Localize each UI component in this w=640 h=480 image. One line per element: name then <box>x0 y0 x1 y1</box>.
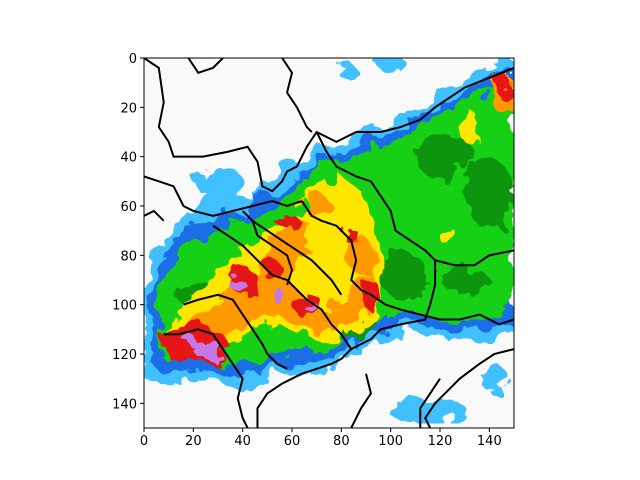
x-axis: 0 20 40 60 80 100 120 140 <box>140 428 502 449</box>
boundary-line <box>144 209 165 222</box>
red-region <box>496 75 512 100</box>
red-region <box>274 213 300 229</box>
x-tick-label: 100 <box>378 434 403 449</box>
red-region <box>262 260 283 280</box>
red-region <box>343 228 359 244</box>
magenta-region <box>185 336 201 347</box>
y-tick-label: 40 <box>120 151 137 166</box>
light-blue-region <box>336 62 357 78</box>
y-tick-label: 20 <box>120 101 137 116</box>
y-tick-label: 80 <box>120 249 137 264</box>
y-tick-label: 60 <box>120 200 137 215</box>
x-tick-label: 80 <box>333 434 350 449</box>
y-tick-label: 120 <box>112 348 137 363</box>
y-tick-label: 100 <box>112 299 137 314</box>
x-tick-label: 140 <box>477 434 502 449</box>
boundary-line <box>281 58 313 133</box>
yellow-region <box>437 228 458 244</box>
magenta-region <box>272 292 288 303</box>
magenta-region <box>193 339 223 359</box>
boundary-line <box>183 293 288 370</box>
yellow-region <box>457 112 482 142</box>
boundary-line <box>144 58 514 193</box>
x-tick-label: 120 <box>428 434 453 449</box>
dark-green-region <box>442 265 487 295</box>
boundary-line <box>424 348 514 428</box>
light-blue-region <box>388 398 468 424</box>
orange-region <box>346 238 376 273</box>
boundary-line <box>163 328 249 428</box>
boundary-line <box>241 210 343 296</box>
y-tick-label: 140 <box>112 397 137 412</box>
light-blue-region <box>375 58 406 71</box>
boundary-line <box>256 131 437 428</box>
precipitation-field <box>144 58 514 428</box>
boundary-line <box>350 373 373 428</box>
x-tick-label: 20 <box>185 434 202 449</box>
boundary-line <box>419 378 441 428</box>
y-axis: 0 20 40 60 80 100 120 140 <box>112 52 144 412</box>
light-blue-region <box>479 366 510 391</box>
boundary-line <box>301 200 514 326</box>
x-tick-label: 0 <box>140 434 148 449</box>
plot-frame <box>143 57 515 429</box>
boundary-lines <box>144 58 514 428</box>
boundary-line <box>212 224 353 350</box>
x-tick-label: 40 <box>234 434 251 449</box>
dark-green-region <box>378 252 428 298</box>
dark-green-region <box>464 159 514 229</box>
boundary-line <box>251 220 294 286</box>
light-blue-region <box>193 166 243 197</box>
y-tick-label: 0 <box>129 52 137 67</box>
boundary-line <box>434 249 514 267</box>
x-tick-label: 60 <box>284 434 301 449</box>
boundary-line <box>144 175 303 217</box>
magenta-region <box>230 277 246 293</box>
dark-green-region <box>415 134 475 179</box>
boundary-line <box>187 58 224 74</box>
